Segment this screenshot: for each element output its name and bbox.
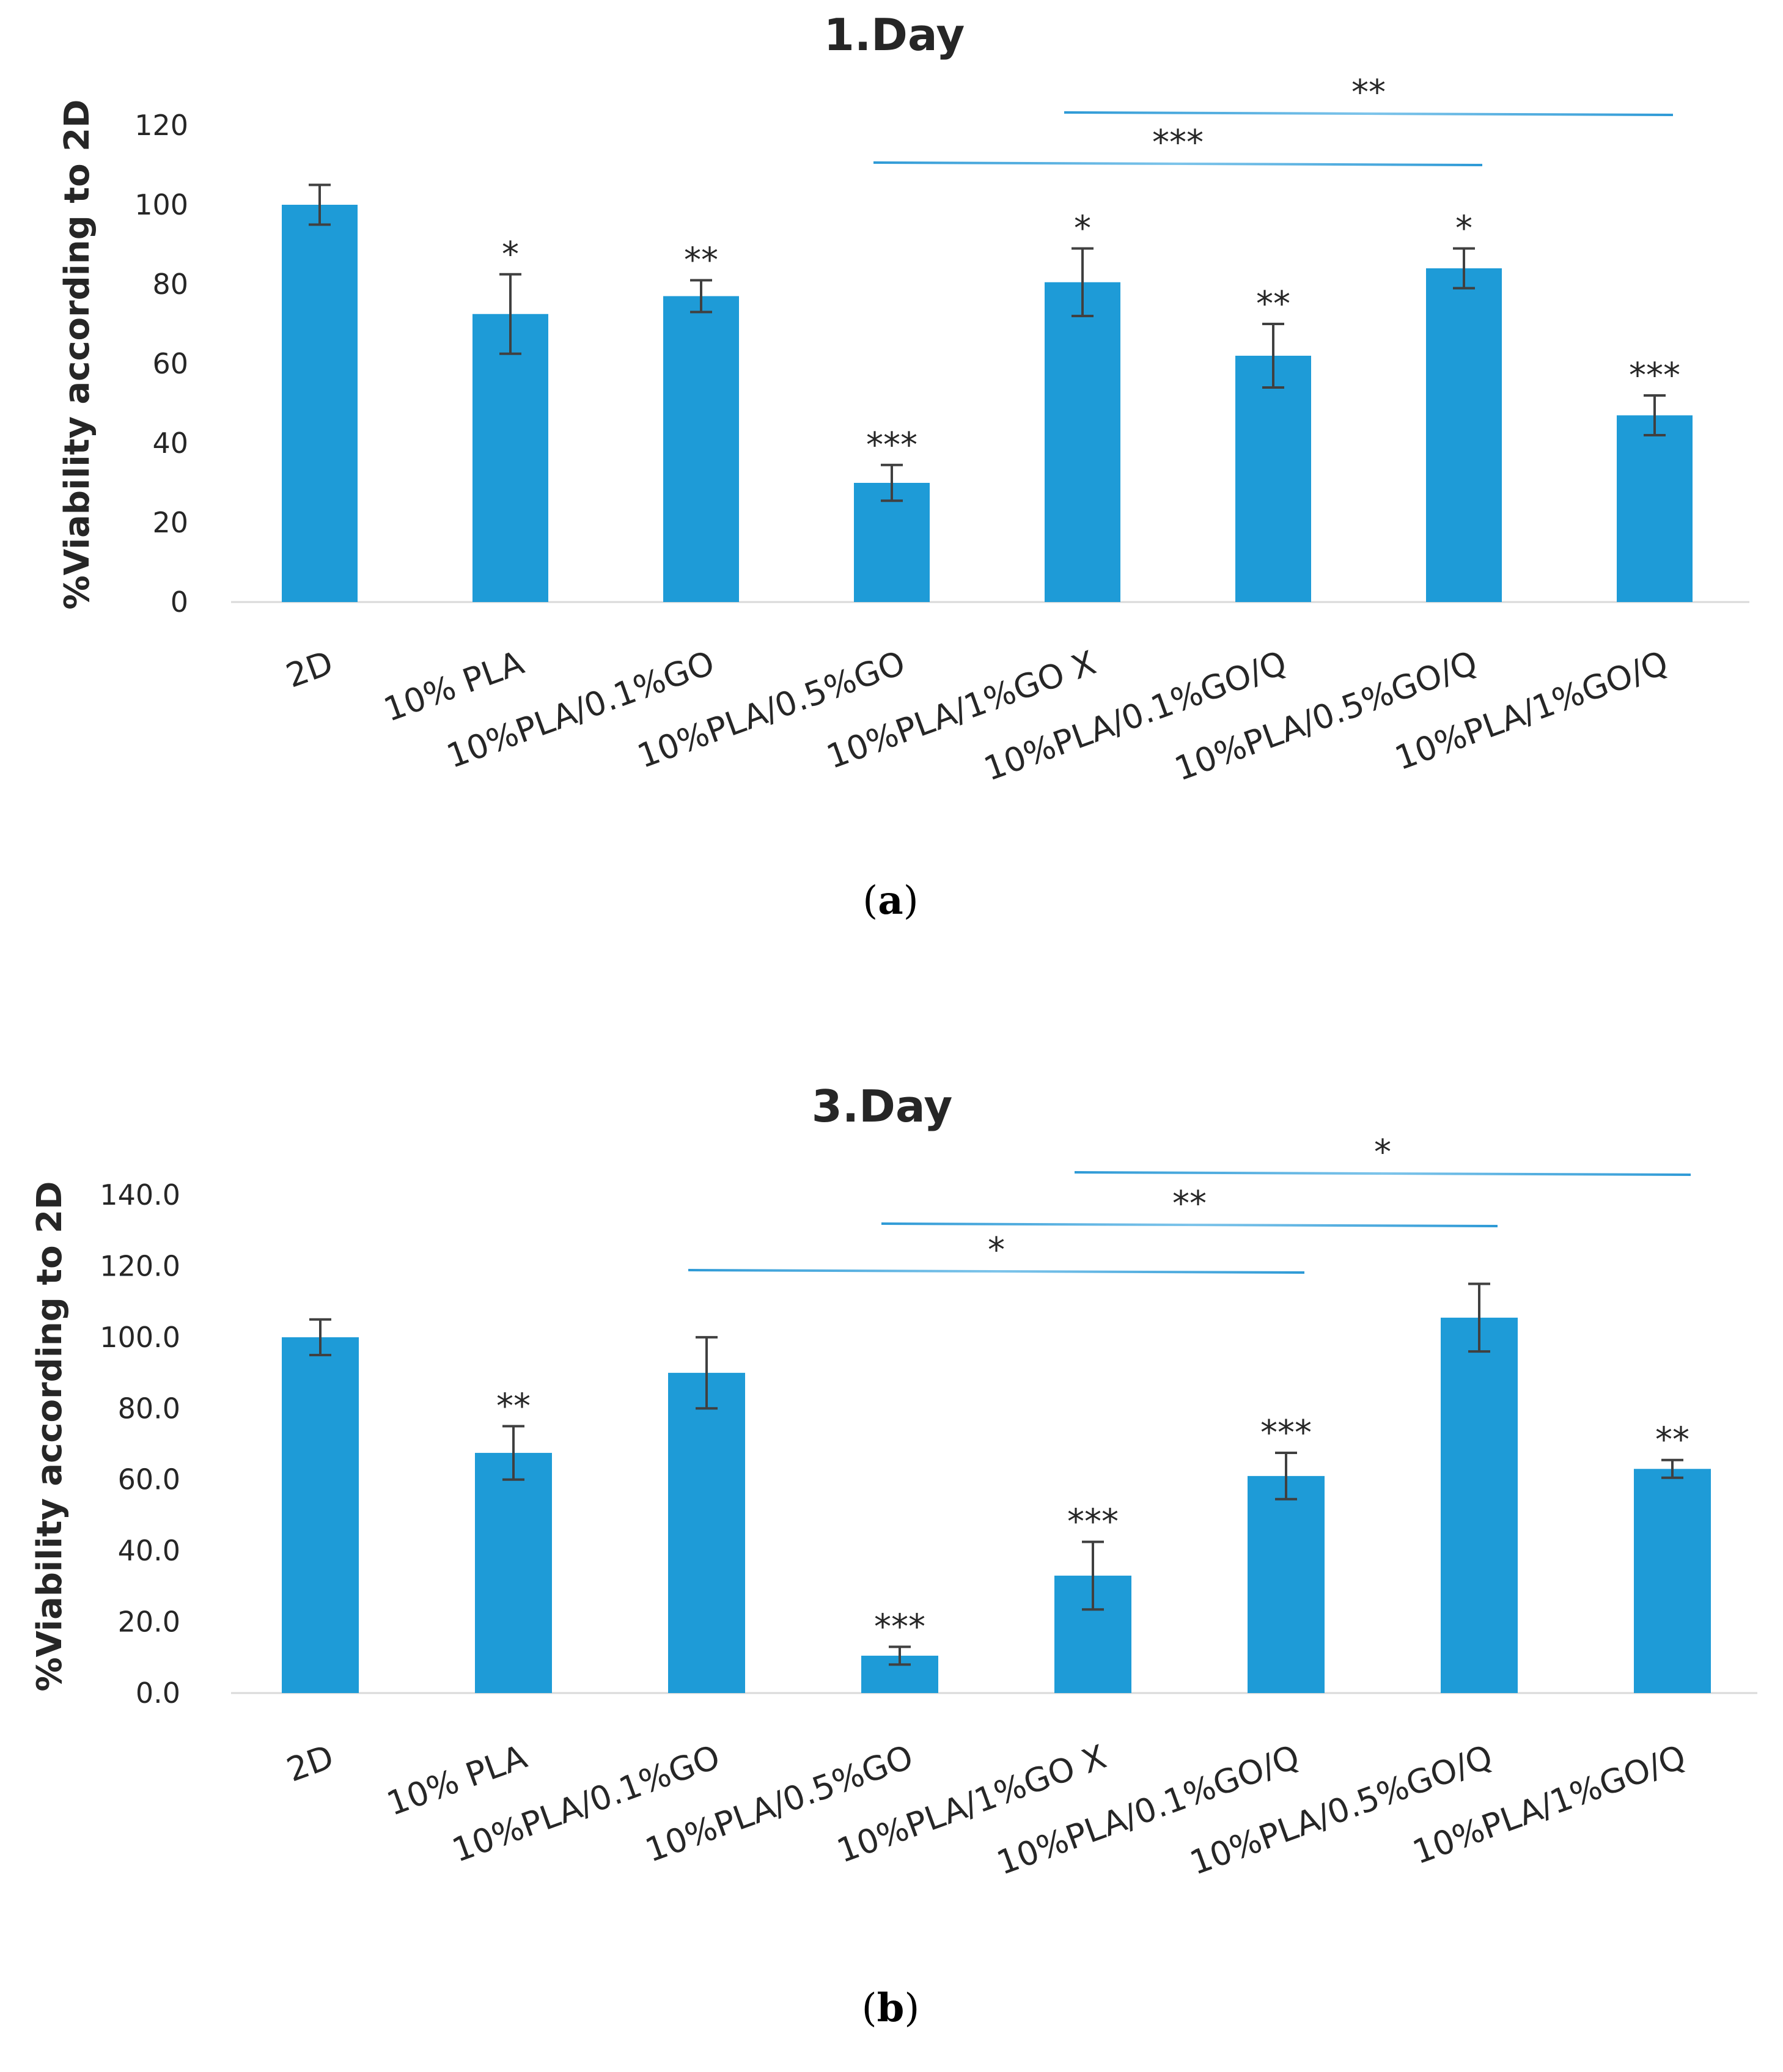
significance-bracket <box>688 1269 1305 1274</box>
bracket-label: *** <box>1152 123 1204 163</box>
bar-series: ************* <box>231 183 1749 603</box>
significance-label: ** <box>684 241 718 281</box>
y-axis-title: %Viability according to 2D <box>57 99 97 609</box>
bar <box>282 1337 359 1693</box>
bar <box>1045 282 1120 602</box>
significance-bracket <box>1074 1171 1691 1176</box>
bar <box>472 314 548 602</box>
significance-label: *** <box>1260 1413 1312 1453</box>
y-tick-label: 140.0 <box>100 1178 180 1211</box>
bracket-label: ** <box>1351 73 1386 112</box>
significance-label: *** <box>1629 356 1680 395</box>
bracket-label: * <box>988 1230 1005 1270</box>
significance-label: ** <box>1655 1420 1689 1460</box>
y-tick-label: 100 <box>134 188 188 221</box>
panel-label-open: ( <box>862 878 878 924</box>
significance-label: *** <box>1067 1502 1119 1542</box>
chart-panel-b: 3.Day %Viability according to 2D **** **… <box>30 1081 1757 1883</box>
bracket-label: * <box>1374 1133 1391 1172</box>
y-tick-label: 80.0 <box>118 1392 180 1425</box>
x-axis-labels: 2D 10% PLA10%PLA/0.1%GO10%PLA/0.5%GO10%PL… <box>282 1737 1691 1883</box>
bar <box>854 483 930 602</box>
panel-label-a: (a) <box>862 878 918 924</box>
panel-label-close: ) <box>903 878 919 924</box>
significance-label: * <box>502 235 519 274</box>
panel-label-letter: a <box>878 878 903 924</box>
panel-label-b: (b) <box>862 1985 920 2031</box>
bracket-label: ** <box>1172 1184 1207 1224</box>
significance-brackets: ***** <box>873 73 1674 166</box>
panel-label-open: ( <box>862 1986 877 2031</box>
chart-title: 1.Day <box>824 9 965 61</box>
bar <box>1634 1469 1711 1693</box>
significance-bracket <box>873 161 1483 166</box>
y-axis-ticks: 0 20 40 60 80 100 120 <box>134 109 188 619</box>
y-tick-label: 80 <box>152 268 188 301</box>
bar <box>663 296 739 602</box>
significance-brackets: **** <box>688 1133 1691 1274</box>
y-tick-label: 60.0 <box>118 1463 180 1496</box>
significance-label: * <box>1455 209 1472 249</box>
significance-label: *** <box>874 1607 925 1647</box>
significance-label: * <box>1074 209 1091 249</box>
bar <box>1235 356 1311 602</box>
x-tick-label: 2D <box>282 1737 339 1789</box>
panel-label-letter: b <box>877 1985 905 2031</box>
y-tick-label: 0.0 <box>136 1677 180 1710</box>
bar <box>282 205 358 602</box>
bar <box>1426 268 1502 602</box>
bar <box>1248 1475 1325 1693</box>
bar-series: ************* <box>231 1282 1757 1694</box>
bar <box>1617 415 1693 602</box>
panel-label-close: ) <box>904 1986 919 2031</box>
y-tick-label: 100.0 <box>100 1321 180 1354</box>
y-axis-ticks: 0.0 20.0 40.0 60.0 80.0 100.0 120.0 140.0 <box>100 1178 180 1710</box>
bar <box>475 1453 552 1693</box>
bar <box>1441 1317 1518 1693</box>
y-tick-label: 60 <box>152 347 188 380</box>
chart-panel-a: 1.Day %Viability according to 2D ***** *… <box>57 9 1749 788</box>
significance-label: ** <box>1256 284 1290 324</box>
y-tick-label: 20.0 <box>118 1606 180 1639</box>
y-tick-label: 120 <box>134 109 188 142</box>
significance-bracket <box>1064 111 1674 116</box>
y-tick-label: 0 <box>171 586 188 619</box>
x-tick-label: 10%PLA/0.5%GO/Q <box>1169 643 1482 788</box>
y-tick-label: 40 <box>152 427 188 460</box>
x-tick-label: 10%PLA/0.1%GO/Q <box>979 643 1291 788</box>
y-tick-label: 20 <box>152 506 188 539</box>
x-axis-labels: 2D 10% PLA10%PLA/0.1%GO10%PLA/0.5%GO10%PL… <box>281 643 1673 788</box>
y-axis-title: %Viability according to 2D <box>30 1181 70 1691</box>
bar <box>668 1373 745 1693</box>
significance-label: ** <box>496 1386 531 1426</box>
y-tick-label: 40.0 <box>118 1534 180 1567</box>
y-tick-label: 120.0 <box>100 1249 180 1282</box>
significance-label: *** <box>866 425 917 465</box>
significance-bracket <box>881 1222 1498 1227</box>
x-tick-label: 2D <box>281 643 338 695</box>
chart-title: 3.Day <box>812 1081 953 1132</box>
